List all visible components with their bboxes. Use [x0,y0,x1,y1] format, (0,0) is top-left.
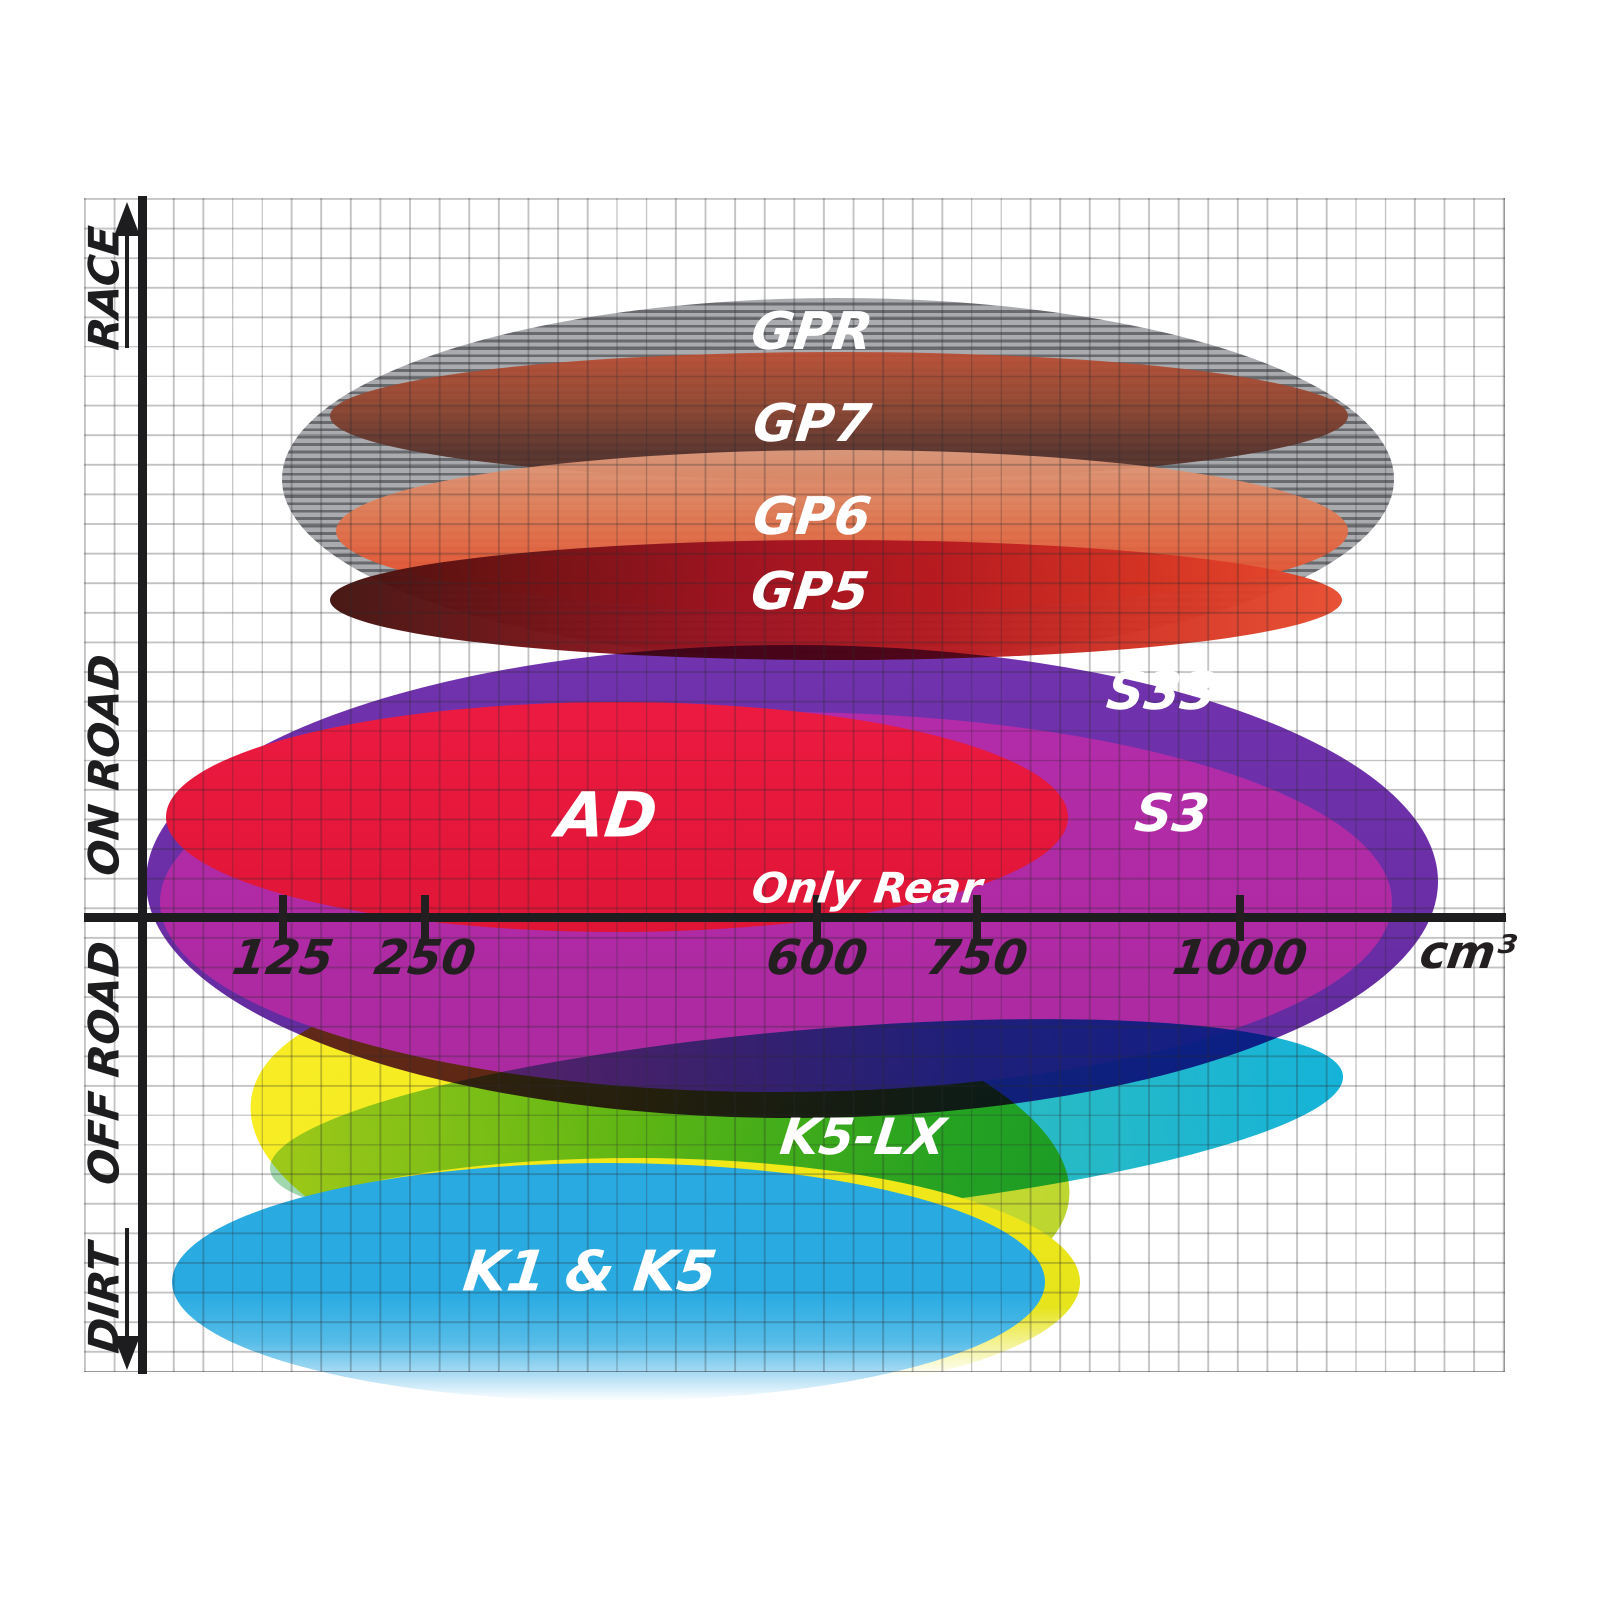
series-label-gp7: GP7 [749,394,875,454]
x-axis-unit-label: cm³ [1416,925,1520,979]
x-tick-label-1000: 1000 [1169,930,1311,986]
ellipse-k1k5 [172,1163,1045,1401]
y-label-dirt: DIRT [79,1240,129,1356]
y-label-on-road: ON ROAD [79,651,129,879]
x-tick-label-750: 750 [922,930,1032,986]
ellipse-ad [166,702,1068,932]
x-tick-mark-250 [421,895,429,941]
race-up-arrow-icon [114,202,140,236]
x-tick-mark-1000 [1236,895,1244,941]
y-label-off-road: OFF ROAD [79,938,129,1188]
series-label-s3: S3 [1131,784,1213,844]
y-label-race: RACE [79,223,129,353]
series-label-gp5: GP5 [747,562,873,622]
y-axis-line [138,196,147,1374]
x-tick-label-125: 125 [228,930,338,986]
x-tick-label-600: 600 [762,930,872,986]
x-tick-label-250: 250 [370,930,480,986]
race-arrow-shaft [125,234,129,348]
series-label-s33: S33 [1103,662,1221,722]
series-label-gp6: GP6 [749,487,875,547]
series-label-k5lx: K5-LX [777,1108,949,1166]
x-tick-mark-125 [279,895,287,941]
ellipse-gp5 [330,540,1342,660]
x-axis-line [84,913,1506,922]
x-tick-mark-600 [813,895,821,941]
x-tick-mark-750 [973,895,981,941]
dirt-arrow-shaft [125,1228,129,1338]
series-label-ad: AD [552,778,662,852]
dirt-down-arrow-icon [114,1336,140,1370]
series-sublabel-ad: Only Rear [749,863,985,913]
series-label-k1k5: K1 & K5 [459,1239,721,1305]
series-label-gpr: GPR [747,302,877,362]
